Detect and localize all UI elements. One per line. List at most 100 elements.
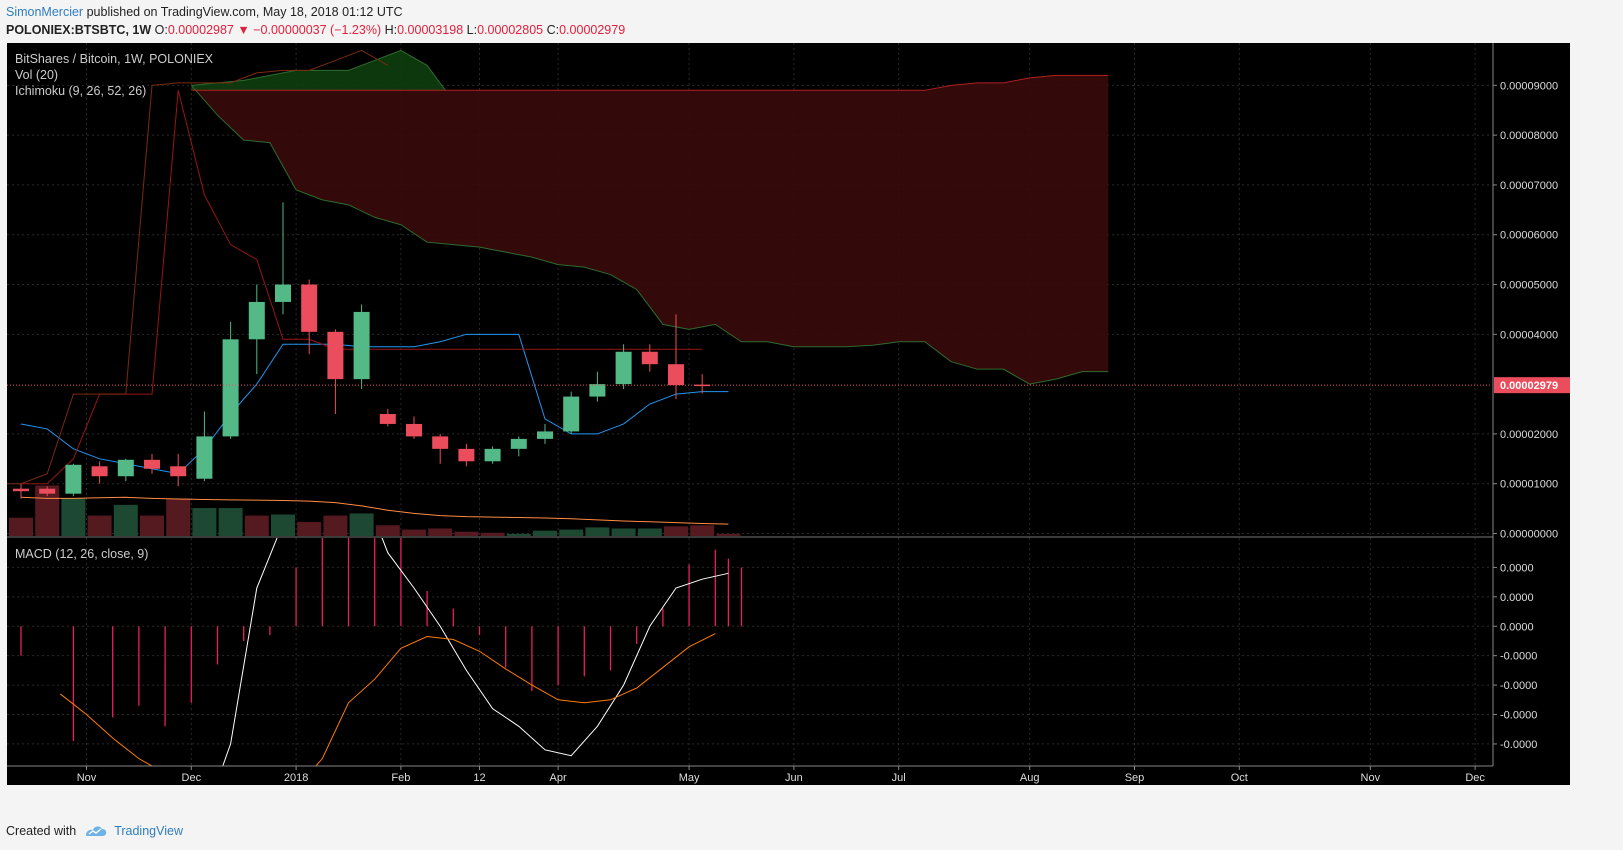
y-tick-label: 0.00009000 [1500, 80, 1558, 92]
tradingview-logo-icon [86, 826, 107, 836]
footer: Created with TradingView [6, 824, 183, 838]
volume-bar [402, 529, 426, 536]
x-tick-label: Sep [1125, 772, 1145, 784]
volume-bar [271, 514, 295, 536]
candle-body [406, 423, 422, 437]
legend-ichimoku: Ichimoku (9, 26, 52, 26) [15, 84, 146, 98]
candle-body [353, 311, 370, 380]
symbol-label: POLONIEX:BTSBTC, 1W [6, 23, 152, 37]
y-tick-label: 0.00004000 [1500, 329, 1558, 341]
candle-body [65, 464, 82, 494]
x-tick-label: Nov [77, 772, 97, 784]
tradingview-link[interactable]: TradingView [84, 824, 183, 838]
y-tick-label: 0.00008000 [1500, 130, 1558, 142]
senkou-span-b-line [191, 74, 1109, 91]
chart-canvas[interactable]: 0.00009000 0.00008000 0.00007000 0.00006000… [7, 43, 1570, 785]
volume-bar [166, 498, 191, 536]
volume-bar [454, 531, 479, 536]
candle-body [275, 284, 291, 302]
current-price-label: 0.00002979 [1500, 380, 1558, 392]
change-arrow-icon: ▼ [237, 23, 250, 37]
volume-bar [87, 515, 112, 536]
low-label: L: [466, 23, 478, 37]
legend-volume: Vol (20) [15, 68, 58, 82]
x-tick-label: May [679, 772, 700, 784]
candle-body [248, 301, 265, 340]
volume-bar [61, 498, 86, 536]
x-tick-label: Nov [1361, 772, 1381, 784]
x-tick-label: Dec [1465, 772, 1485, 784]
macd-y-tick-label: 0.0000 [1500, 592, 1534, 604]
volume-bar [585, 527, 610, 536]
y-tick-label: 0.00007000 [1500, 180, 1558, 192]
candle-body [458, 448, 475, 462]
change-value: −0.00000037 (−1.23%) [253, 23, 382, 37]
volume-bar [140, 515, 164, 536]
high-label: H: [384, 23, 398, 37]
lagging-span-line [7, 49, 389, 485]
ohlc-line: POLONIEX:BTSBTC, 1W O:0.00002987 ▼ −0.00… [6, 23, 625, 37]
x-tick-label: 2018 [284, 772, 308, 784]
candle-body [694, 384, 711, 387]
volume-bar [428, 528, 453, 536]
candle-body [13, 488, 29, 492]
x-tick-label: Jun [785, 772, 803, 784]
volume-bar [9, 517, 33, 536]
price-label-box [1494, 377, 1570, 394]
macd-pane [7, 536, 1493, 766]
macd-y-tick-label: -0.0000 [1500, 739, 1537, 751]
candle-body [563, 396, 580, 432]
ichimoku-cloud [190, 49, 1109, 385]
open-label: O: [154, 23, 168, 37]
candle-body [39, 488, 56, 494]
candle-body [222, 339, 239, 437]
legend-title: BitShares / Bitcoin, 1W, POLONIEX [15, 52, 214, 66]
conversion-line [20, 333, 729, 475]
volume-bar [637, 528, 662, 536]
open-value: 0.00002987 [167, 23, 234, 37]
y-tick-label: 0.00002000 [1500, 429, 1558, 441]
volume-bar [323, 515, 348, 536]
x-tick-label: 12 [473, 772, 485, 784]
macd-y-tick-label: 0.0000 [1500, 562, 1534, 574]
publish-line: SimonMercier published on TradingView.co… [6, 5, 625, 19]
volume-bar [716, 533, 741, 536]
volume-ma-line [20, 496, 729, 525]
macd-y-tick-label: -0.0000 [1500, 710, 1537, 722]
cloud-edge-bullish [191, 49, 446, 91]
close-label: C: [546, 23, 560, 37]
candle-body [379, 413, 396, 424]
candle-body [615, 351, 632, 385]
legend-macd: MACD (12, 26, close, 9) [15, 547, 148, 561]
author-link[interactable]: SimonMercier [6, 5, 84, 19]
y-tick-label: 0.00005000 [1500, 280, 1558, 292]
candle-body [196, 436, 213, 479]
close-value: 0.00002979 [559, 23, 626, 37]
candle-body [641, 351, 658, 365]
axes: 0.00009000 0.00008000 0.00007000 0.00006000… [7, 43, 1570, 784]
x-tick-label: Oct [1231, 772, 1248, 784]
signal-line [59, 633, 716, 766]
candle-body [117, 459, 134, 477]
macd-y-tick-label: -0.0000 [1500, 651, 1537, 663]
chart-header: SimonMercier published on TradingView.co… [6, 5, 625, 37]
cloud-fill [191, 75, 1109, 385]
volume-bar [192, 508, 217, 536]
candle-body [668, 364, 684, 386]
volume-bar [218, 508, 243, 536]
volume-bar [690, 525, 715, 536]
volume-bar [506, 533, 531, 536]
candle-body [537, 431, 553, 439]
volume-bar [375, 525, 400, 536]
y-tick-label: 0.00006000 [1500, 230, 1558, 242]
candle-body [484, 448, 501, 462]
x-tick-label: Aug [1020, 772, 1040, 784]
candle-body [144, 459, 160, 469]
y-tick-label: 0.00001000 [1500, 479, 1558, 491]
senkou-span-a-line [190, 84, 1109, 385]
macd-y-tick-label: 0.0000 [1500, 621, 1534, 633]
x-tick-label: Dec [182, 772, 202, 784]
macd-line [222, 538, 729, 766]
volume-bar [611, 528, 636, 536]
candle-body [432, 436, 449, 449]
